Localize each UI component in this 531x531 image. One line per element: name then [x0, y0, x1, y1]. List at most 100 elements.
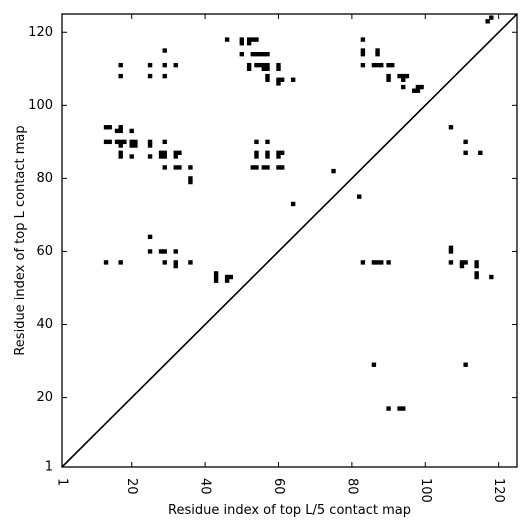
- x-tick-label: 80: [344, 478, 359, 495]
- contact-point: [459, 260, 465, 265]
- contact-point: [254, 154, 259, 159]
- contact-point: [401, 84, 406, 90]
- contact-point: [147, 234, 153, 240]
- contact-point: [162, 249, 167, 254]
- contact-point: [371, 362, 377, 367]
- diagonal-line: [61, 13, 518, 468]
- contact-point: [188, 176, 193, 181]
- contact-point: [188, 179, 193, 185]
- contact-point: [404, 73, 410, 79]
- contact-point: [250, 165, 256, 170]
- contact-point: [265, 154, 270, 159]
- contact-point: [386, 260, 391, 265]
- contact-point: [118, 128, 123, 134]
- x-tick-label: 40: [198, 478, 213, 495]
- contact-point: [276, 66, 281, 71]
- contact-point: [239, 37, 244, 42]
- contact-point: [276, 62, 281, 68]
- contact-point: [386, 73, 391, 79]
- x-tick-label: 120: [491, 478, 506, 503]
- contact-point: [129, 154, 134, 159]
- y-tick-label: 20: [36, 390, 53, 405]
- contact-point: [147, 73, 153, 79]
- contact-point: [386, 406, 391, 411]
- contact-point: [386, 62, 391, 68]
- contact-point: [459, 263, 465, 269]
- contact-point: [265, 77, 270, 82]
- contact-point: [254, 62, 259, 68]
- contact-point: [474, 274, 479, 280]
- contact-point: [357, 194, 362, 199]
- plot-frame: [61, 13, 518, 468]
- contact-point: [375, 48, 380, 53]
- contact-point: [265, 165, 270, 170]
- contact-point: [279, 165, 285, 170]
- contact-point: [397, 406, 402, 411]
- contact-point: [213, 274, 219, 280]
- contact-point: [118, 139, 123, 145]
- contact-point: [122, 139, 127, 145]
- contact-point: [147, 143, 153, 148]
- contact-point: [412, 88, 417, 93]
- contact-point: [463, 139, 468, 145]
- contact-point: [107, 125, 112, 130]
- contact-point: [257, 62, 263, 68]
- contact-point: [114, 139, 120, 145]
- contact-point: [379, 62, 384, 68]
- contact-point: [254, 139, 259, 145]
- contact-point: [463, 150, 468, 156]
- contact-point: [254, 150, 259, 156]
- contact-point: [474, 263, 479, 269]
- contact-point: [118, 143, 123, 148]
- contact-point: [276, 150, 281, 156]
- contact-point: [129, 128, 134, 134]
- y-tick-label: 40: [36, 317, 53, 332]
- contact-point: [162, 165, 167, 170]
- contact-point: [375, 62, 380, 68]
- contact-point: [448, 245, 454, 250]
- contact-point: [290, 77, 296, 82]
- contact-point: [375, 51, 380, 57]
- contact-point: [246, 37, 252, 42]
- contact-point: [162, 154, 167, 159]
- contact-point: [224, 37, 230, 42]
- contact-points: [103, 15, 494, 411]
- contact-point: [261, 165, 267, 170]
- x-tick-label: 60: [271, 478, 286, 495]
- contact-point: [188, 165, 193, 170]
- contact-point: [133, 139, 138, 145]
- contact-point: [246, 66, 252, 71]
- y-tick-label: 120: [28, 25, 53, 40]
- contact-point: [375, 260, 380, 265]
- contact-point: [386, 77, 391, 82]
- x-tick-label: 100: [418, 478, 433, 503]
- contact-point: [224, 274, 230, 280]
- contact-point: [162, 139, 167, 145]
- contact-point: [173, 150, 178, 156]
- contact-point: [147, 249, 153, 254]
- contact-point: [162, 260, 167, 265]
- contact-point: [129, 139, 134, 145]
- contact-point: [261, 62, 267, 68]
- contact-point: [478, 150, 483, 156]
- contact-point: [103, 125, 109, 130]
- contact-point: [250, 37, 256, 42]
- contact-point: [188, 260, 193, 265]
- y-tick-label: 60: [36, 244, 53, 259]
- contact-point: [401, 77, 406, 82]
- contact-point: [265, 66, 270, 71]
- contact-point: [103, 260, 109, 265]
- contact-point: [246, 62, 252, 68]
- contact-point: [257, 51, 263, 57]
- contact-point: [360, 37, 366, 42]
- contact-point: [360, 260, 366, 265]
- contact-point: [276, 81, 281, 86]
- contact-point: [448, 125, 454, 130]
- contact-point: [371, 260, 377, 265]
- contact-point: [265, 139, 270, 145]
- contact-point: [162, 73, 167, 79]
- contact-point: [239, 41, 244, 46]
- contact-point: [419, 84, 424, 90]
- contact-point: [371, 62, 377, 68]
- contact-point: [448, 249, 454, 254]
